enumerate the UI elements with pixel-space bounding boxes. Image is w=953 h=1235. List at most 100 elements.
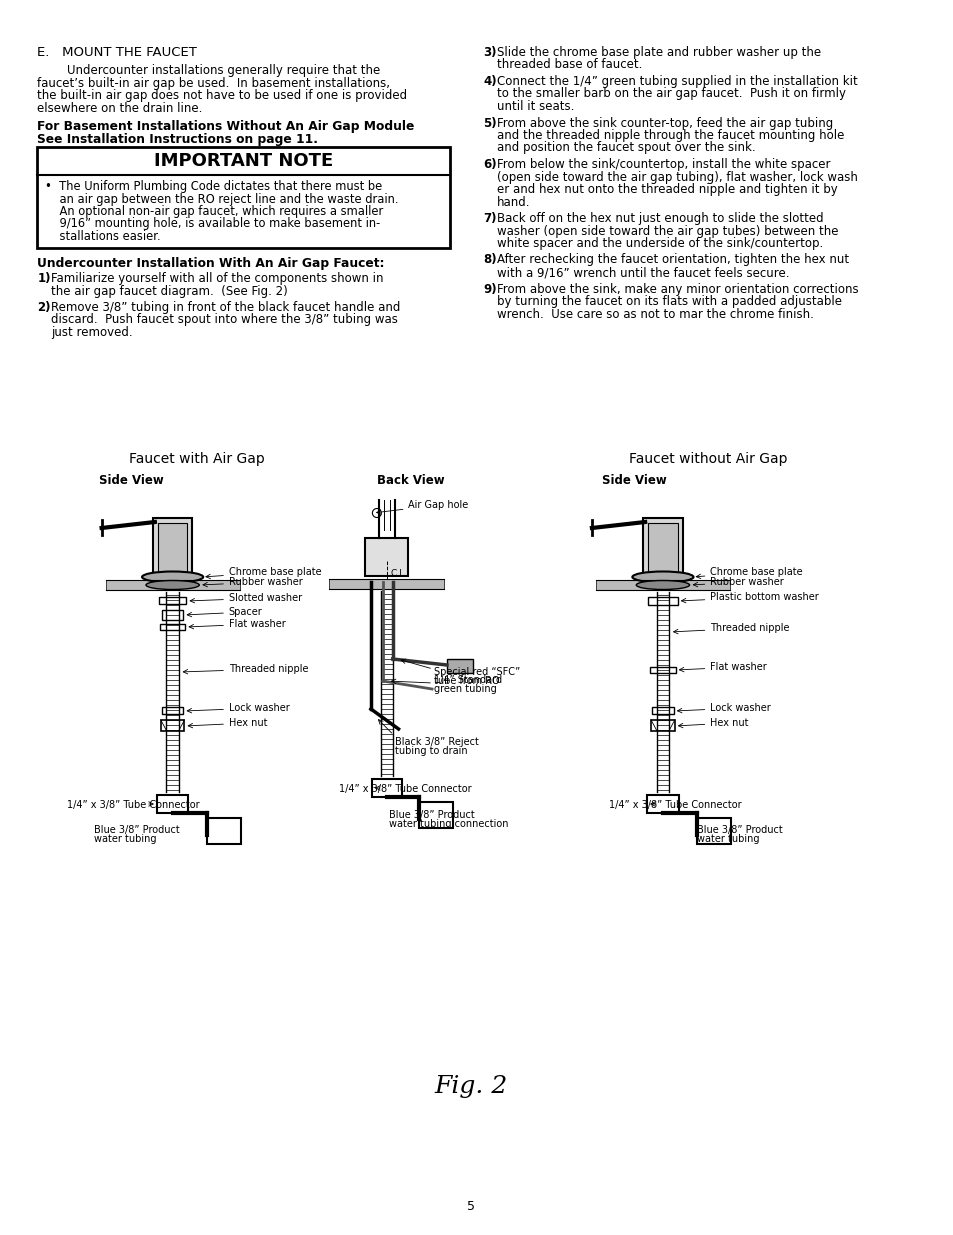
Text: Lock washer: Lock washer: [677, 703, 770, 713]
Bar: [207, 818, 240, 844]
Text: Chrome base plate: Chrome base plate: [206, 567, 321, 579]
Bar: [418, 802, 453, 827]
Text: Familiarize yourself with all of the components shown in: Familiarize yourself with all of the com…: [51, 272, 383, 285]
Text: Fig. 2: Fig. 2: [434, 1074, 507, 1098]
Text: water tubing: water tubing: [93, 834, 156, 844]
Text: IMPORTANT NOTE: IMPORTANT NOTE: [153, 152, 333, 170]
Text: Side View: Side View: [601, 474, 666, 487]
Text: An optional non-air gap faucet, which requires a smaller: An optional non-air gap faucet, which re…: [46, 205, 383, 219]
Text: Lock washer: Lock washer: [187, 703, 290, 713]
Bar: [650, 720, 674, 731]
Text: Hex nut: Hex nut: [678, 718, 748, 727]
Text: er and hex nut onto the threaded nipple and tighten it by: er and hex nut onto the threaded nipple …: [497, 183, 837, 196]
Text: Back View: Back View: [376, 474, 444, 487]
Text: Rubber washer: Rubber washer: [203, 577, 302, 587]
Text: From above the sink counter-top, feed the air gap tubing: From above the sink counter-top, feed th…: [497, 116, 833, 130]
Bar: [446, 659, 472, 673]
Text: Slotted washer: Slotted washer: [190, 593, 302, 603]
Text: •  The Uniform Plumbing Code dictates that there must be: • The Uniform Plumbing Code dictates tha…: [46, 180, 382, 193]
Text: Spacer: Spacer: [187, 606, 262, 618]
Text: 2): 2): [37, 301, 51, 314]
Text: Undercounter installations generally require that the: Undercounter installations generally req…: [37, 64, 380, 77]
Ellipse shape: [142, 572, 203, 583]
Text: Flat washer: Flat washer: [679, 662, 766, 672]
Text: tubing to drain: tubing to drain: [395, 746, 467, 756]
Text: Threaded nipple: Threaded nipple: [183, 664, 308, 674]
Text: tube from RO: tube from RO: [434, 676, 499, 685]
Text: Slide the chrome base plate and rubber washer up the: Slide the chrome base plate and rubber w…: [497, 46, 821, 59]
Text: Undercounter Installation With An Air Gap Faucet:: Undercounter Installation With An Air Ga…: [37, 258, 385, 270]
Text: E.   MOUNT THE FAUCET: E. MOUNT THE FAUCET: [37, 46, 197, 59]
Text: C.L.: C.L.: [390, 569, 407, 578]
Bar: [646, 795, 678, 813]
Text: the air gap faucet diagram.  (See Fig. 2): the air gap faucet diagram. (See Fig. 2): [51, 284, 288, 298]
Text: Blue 3/8” Product: Blue 3/8” Product: [93, 825, 179, 835]
Text: threaded base of faucet.: threaded base of faucet.: [497, 58, 642, 72]
Bar: [160, 624, 185, 630]
Bar: [596, 580, 729, 590]
Text: water tubing: water tubing: [697, 834, 760, 844]
Text: white spacer and the underside of the sink/countertop.: white spacer and the underside of the si…: [497, 237, 822, 249]
Text: 5): 5): [483, 116, 497, 130]
Text: faucet’s built-in air gap be used.  In basement installations,: faucet’s built-in air gap be used. In ba…: [37, 77, 390, 89]
Text: Remove 3/8” tubing in front of the black faucet handle and: Remove 3/8” tubing in front of the black…: [51, 301, 400, 314]
Text: washer (open side toward the air gap tubes) between the: washer (open side toward the air gap tub…: [497, 225, 838, 237]
Text: Connect the 1/4” green tubing supplied in the installation kit: Connect the 1/4” green tubing supplied i…: [497, 75, 857, 88]
Text: 1): 1): [37, 272, 51, 285]
Ellipse shape: [632, 572, 693, 583]
Text: by turning the faucet on its flats with a padded adjustable: by turning the faucet on its flats with …: [497, 295, 841, 308]
Bar: [37, 147, 450, 247]
Ellipse shape: [146, 580, 199, 589]
Text: From above the sink, make any minor orientation corrections: From above the sink, make any minor orie…: [497, 283, 858, 295]
Text: discard.  Push faucet spout into where the 3/8” tubing was: discard. Push faucet spout into where th…: [51, 314, 397, 326]
Text: Faucet without Air Gap: Faucet without Air Gap: [628, 452, 787, 466]
Bar: [156, 795, 189, 813]
Text: Air Gap hole: Air Gap hole: [376, 500, 468, 514]
Text: Blue 3/8” Product: Blue 3/8” Product: [697, 825, 782, 835]
Text: Plastic bottom washer: Plastic bottom washer: [680, 592, 819, 603]
Text: to the smaller barb on the air gap faucet.  Push it on firmly: to the smaller barb on the air gap fauce…: [497, 88, 845, 100]
Text: After rechecking the faucet orientation, tighten the hex nut: After rechecking the faucet orientation,…: [497, 253, 848, 267]
Text: 1/4” x 3/8” Tube Connector: 1/4” x 3/8” Tube Connector: [67, 800, 199, 810]
Text: From below the sink/countertop, install the white spacer: From below the sink/countertop, install …: [497, 158, 830, 170]
Bar: [642, 517, 682, 578]
Text: green tubing: green tubing: [434, 684, 497, 694]
Text: Side View: Side View: [98, 474, 163, 487]
Text: 5: 5: [466, 1200, 474, 1213]
Text: 4): 4): [483, 75, 497, 88]
Text: For Basement Installations Without An Air Gap Module: For Basement Installations Without An Ai…: [37, 120, 415, 133]
Text: Rubber washer: Rubber washer: [693, 577, 783, 587]
Text: 1/4” x 3/8” Tube Connector: 1/4” x 3/8” Tube Connector: [608, 800, 740, 810]
Bar: [161, 720, 184, 731]
Bar: [152, 517, 193, 578]
Text: and position the faucet spout over the sink.: and position the faucet spout over the s…: [497, 142, 755, 154]
Text: Faucet with Air Gap: Faucet with Air Gap: [130, 452, 265, 466]
Text: Hex nut: Hex nut: [188, 718, 267, 727]
Text: 3): 3): [483, 46, 497, 59]
Circle shape: [372, 509, 381, 517]
Bar: [157, 522, 187, 573]
Text: 6): 6): [483, 158, 497, 170]
Text: See Installation Instructions on page 11.: See Installation Instructions on page 11…: [37, 132, 318, 146]
Bar: [158, 597, 186, 604]
Text: 7): 7): [483, 212, 497, 225]
Text: hand.: hand.: [497, 195, 530, 209]
Text: an air gap between the RO reject line and the waste drain.: an air gap between the RO reject line an…: [46, 193, 398, 205]
Text: elsewhere on the drain line.: elsewhere on the drain line.: [37, 101, 203, 115]
Text: and the threaded nipple through the faucet mounting hole: and the threaded nipple through the fauc…: [497, 128, 843, 142]
Bar: [647, 522, 677, 573]
Text: just removed.: just removed.: [51, 326, 132, 338]
Bar: [162, 706, 183, 714]
Text: Black 3/8” Reject: Black 3/8” Reject: [395, 737, 478, 747]
Text: until it seats.: until it seats.: [497, 100, 574, 112]
Text: with a 9/16” wrench until the faucet feels secure.: with a 9/16” wrench until the faucet fee…: [497, 266, 789, 279]
Text: stallations easier.: stallations easier.: [46, 230, 161, 243]
Bar: [649, 667, 675, 673]
Text: Threaded nipple: Threaded nipple: [673, 622, 789, 634]
Bar: [106, 580, 239, 590]
Text: Back off on the hex nut just enough to slide the slotted: Back off on the hex nut just enough to s…: [497, 212, 823, 225]
Text: the built-in air gap does not have to be used if one is provided: the built-in air gap does not have to be…: [37, 89, 407, 103]
Text: 8): 8): [483, 253, 497, 267]
Bar: [162, 610, 183, 620]
Text: 9/16” mounting hole, is available to make basement in-: 9/16” mounting hole, is available to mak…: [46, 217, 380, 231]
